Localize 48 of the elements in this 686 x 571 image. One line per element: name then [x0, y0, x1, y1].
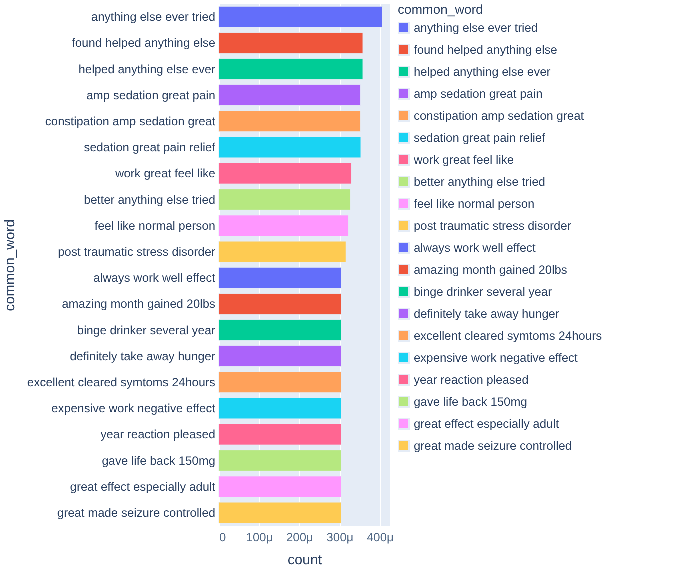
y-tick-label: work great feel like: [114, 166, 216, 181]
y-tick-label: post traumatic stress disorder: [58, 244, 216, 259]
y-tick-label: anything else ever tried: [91, 10, 216, 24]
legend-label: amp sedation great pain: [414, 87, 543, 101]
legend-label: definitely take away hunger: [414, 307, 560, 321]
legend-label: year reaction pleased: [414, 373, 529, 387]
y-tick-label: amazing month gained 20lbs: [62, 297, 216, 312]
y-tick-label: better anything else tried: [84, 192, 216, 207]
y-tick-label: amp sedation great pain: [86, 88, 216, 102]
legend-label: anything else ever tried: [414, 21, 538, 35]
legend-title: common_word: [398, 2, 484, 17]
legend-label: always work well effect: [414, 241, 536, 255]
y-tick-label: constipation amp sedation great: [45, 114, 216, 128]
legend-label: sedation great pain relief: [414, 131, 546, 145]
y-tick-label: year reaction pleased: [100, 428, 216, 442]
legend-label: amazing month gained 20lbs: [414, 263, 568, 277]
legend-label: post traumatic stress disorder: [414, 219, 572, 233]
legend-label: great effect especially adult: [414, 417, 560, 431]
x-tick-label: 400μ: [366, 530, 394, 544]
y-tick-label: sedation great pain relief: [84, 140, 216, 155]
y-tick-label: always work well effect: [94, 271, 216, 286]
x-axis-title: count: [288, 552, 322, 568]
y-tick-label: great effect especially adult: [70, 480, 216, 494]
y-tick-label: gave life back 150mg: [102, 454, 216, 468]
legend-label: better anything else tried: [414, 175, 546, 189]
legend-label: found helped anything else: [414, 43, 558, 57]
y-tick-label: excellent cleared symtoms 24hours: [27, 375, 216, 390]
legend-label: constipation amp sedation great: [414, 109, 585, 123]
y-axis-title: common_word: [1, 220, 18, 312]
y-tick-label: feel like normal person: [94, 218, 216, 233]
legend-label: great made seizure controlled: [414, 439, 572, 453]
legend-label: feel like normal person: [414, 197, 535, 211]
y-tick-label: great made seizure controlled: [57, 506, 216, 520]
y-tick-label: found helped anything else: [72, 36, 216, 50]
legend-label: expensive work negative effect: [414, 351, 579, 365]
x-tick-label: 200μ: [286, 530, 314, 544]
x-tick-label: 300μ: [326, 530, 354, 544]
x-tick-label: 100μ: [246, 530, 274, 544]
y-tick-label: helped anything else ever: [78, 62, 216, 76]
legend-label: work great feel like: [413, 153, 514, 167]
legend-label: helped anything else ever: [414, 65, 551, 79]
x-tick-label: 0: [220, 530, 226, 544]
legend-label: binge drinker several year: [414, 285, 552, 299]
legend-label: gave life back 150mg: [414, 395, 528, 409]
y-tick-label: binge drinker several year: [77, 323, 216, 338]
y-tick-label: definitely take away hunger: [70, 349, 216, 364]
legend-label: excellent cleared symtoms 24hours: [414, 329, 602, 343]
y-tick-label: expensive work negative effect: [52, 402, 216, 416]
